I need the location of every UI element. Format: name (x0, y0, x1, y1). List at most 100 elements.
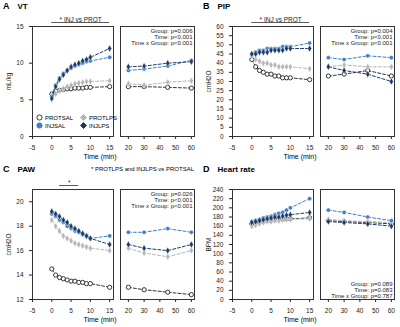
html-text:Time (min): Time (min) (283, 153, 317, 160)
svg-text:220: 220 (213, 195, 224, 202)
svg-text:5: 5 (269, 144, 273, 151)
html-text:A: A (3, 1, 10, 11)
svg-text:18: 18 (16, 222, 24, 229)
svg-text:40: 40 (216, 277, 224, 284)
svg-text:25: 25 (216, 87, 224, 94)
svg-text:30: 30 (340, 307, 348, 314)
svg-text:5: 5 (69, 307, 73, 314)
svg-text:55: 55 (216, 32, 224, 39)
svg-text:15: 15 (216, 105, 224, 112)
html-text:PAW: PAW (17, 164, 36, 174)
svg-text:30: 30 (216, 78, 224, 85)
svg-text:15: 15 (106, 144, 114, 151)
svg-text:20: 20 (216, 96, 224, 103)
svg-text:40: 40 (156, 144, 164, 151)
svg-text:16: 16 (16, 247, 24, 254)
svg-text:15: 15 (106, 307, 114, 314)
svg-text:40: 40 (356, 307, 364, 314)
svg-text:140: 140 (213, 231, 224, 238)
svg-text:-5: -5 (30, 307, 36, 314)
svg-text:5: 5 (269, 307, 273, 314)
svg-text:5: 5 (20, 96, 24, 103)
svg-text:30: 30 (140, 307, 148, 314)
html-text:C: C (3, 164, 10, 174)
svg-text:50: 50 (172, 144, 180, 151)
svg-text:mL/kg: mL/kg (5, 72, 13, 90)
svg-text:80: 80 (216, 259, 224, 266)
html-text:INJSAL: INJSAL (45, 122, 66, 129)
svg-text:180: 180 (213, 213, 224, 220)
svg-text:60: 60 (388, 307, 396, 314)
html-text:INJLPS: INJLPS (89, 122, 110, 129)
svg-text:60: 60 (188, 144, 196, 151)
svg-text:30: 30 (340, 144, 348, 151)
svg-text:Group: p=0.089Time: p=0.083Tim: Group: p=0.089Time: p=0.083Time x Group:… (331, 281, 393, 299)
svg-text:20: 20 (325, 307, 333, 314)
svg-text:10: 10 (87, 307, 95, 314)
svg-text:-5: -5 (230, 307, 236, 314)
html-text:Time (min): Time (min) (83, 316, 117, 323)
svg-text:160: 160 (213, 222, 224, 229)
svg-text:10: 10 (16, 59, 24, 66)
svg-text:*: * (68, 179, 71, 186)
svg-text:10: 10 (287, 307, 295, 314)
svg-text:35: 35 (216, 68, 224, 75)
svg-text:60: 60 (216, 268, 224, 275)
svg-text:20: 20 (325, 144, 333, 151)
svg-text:cmH2O: cmH2O (5, 233, 12, 255)
svg-text:BPM: BPM (205, 237, 212, 251)
svg-text:60: 60 (388, 144, 396, 151)
svg-text:10: 10 (287, 144, 295, 151)
svg-text:0: 0 (50, 144, 54, 151)
svg-text:50: 50 (216, 41, 224, 48)
svg-text:0: 0 (50, 307, 54, 314)
svg-text:5: 5 (220, 123, 224, 130)
svg-text:10: 10 (216, 114, 224, 121)
svg-text:* INJ vs PROT: * INJ vs PROT (60, 16, 102, 23)
svg-text:30: 30 (140, 144, 148, 151)
svg-text:240: 240 (213, 186, 224, 193)
svg-text:20: 20 (125, 307, 133, 314)
svg-text:20: 20 (125, 144, 133, 151)
svg-text:200: 200 (213, 204, 224, 211)
svg-text:60: 60 (216, 23, 224, 30)
svg-text:40: 40 (156, 307, 164, 314)
html-text:B: B (203, 1, 210, 11)
html-text:PIP: PIP (217, 1, 231, 11)
svg-text:10: 10 (87, 144, 95, 151)
svg-text:* INJ vs PROT: * INJ vs PROT (260, 16, 302, 23)
svg-text:0: 0 (250, 307, 254, 314)
svg-text:0: 0 (220, 296, 224, 303)
svg-text:100: 100 (213, 250, 224, 257)
html-text:Time (min): Time (min) (83, 153, 117, 160)
svg-text:15: 15 (306, 307, 314, 314)
svg-text:50: 50 (372, 144, 380, 151)
html-text:PROTSAL: PROTSAL (45, 114, 73, 121)
html-text:VT: VT (17, 1, 28, 11)
svg-text:50: 50 (372, 307, 380, 314)
html-text:Heart rate: Heart rate (217, 164, 255, 174)
svg-text:40: 40 (216, 59, 224, 66)
svg-text:Group: p=0.006Time: p<0.001Tim: Group: p=0.006Time: p<0.001Time x Group:… (131, 28, 193, 46)
svg-text:-5: -5 (230, 144, 236, 151)
svg-text:20: 20 (216, 286, 224, 293)
svg-text:15: 15 (16, 23, 24, 30)
svg-text:0: 0 (220, 133, 224, 140)
svg-text:Group: p=0.004Time: p<0.001Tim: Group: p=0.004Time: p<0.001Time x Group:… (331, 28, 393, 46)
svg-text:5: 5 (69, 144, 73, 151)
svg-text:14: 14 (16, 271, 24, 278)
svg-text:40: 40 (356, 144, 364, 151)
svg-text:cmH2O: cmH2O (205, 70, 212, 92)
svg-text:20: 20 (16, 198, 24, 205)
svg-text:50: 50 (172, 307, 180, 314)
svg-text:120: 120 (213, 241, 224, 248)
svg-text:45: 45 (216, 50, 224, 57)
svg-text:-5: -5 (30, 144, 36, 151)
svg-text:15: 15 (306, 144, 314, 151)
svg-text:0: 0 (250, 144, 254, 151)
svg-text:60: 60 (188, 307, 196, 314)
html-text:PROTLPS: PROTLPS (89, 114, 117, 121)
svg-text:12: 12 (16, 296, 24, 303)
svg-text:Group: p=0.026Time: p<0.001Tim: Group: p=0.026Time: p<0.001Time x Group:… (131, 191, 193, 209)
svg-text:0: 0 (20, 133, 24, 140)
